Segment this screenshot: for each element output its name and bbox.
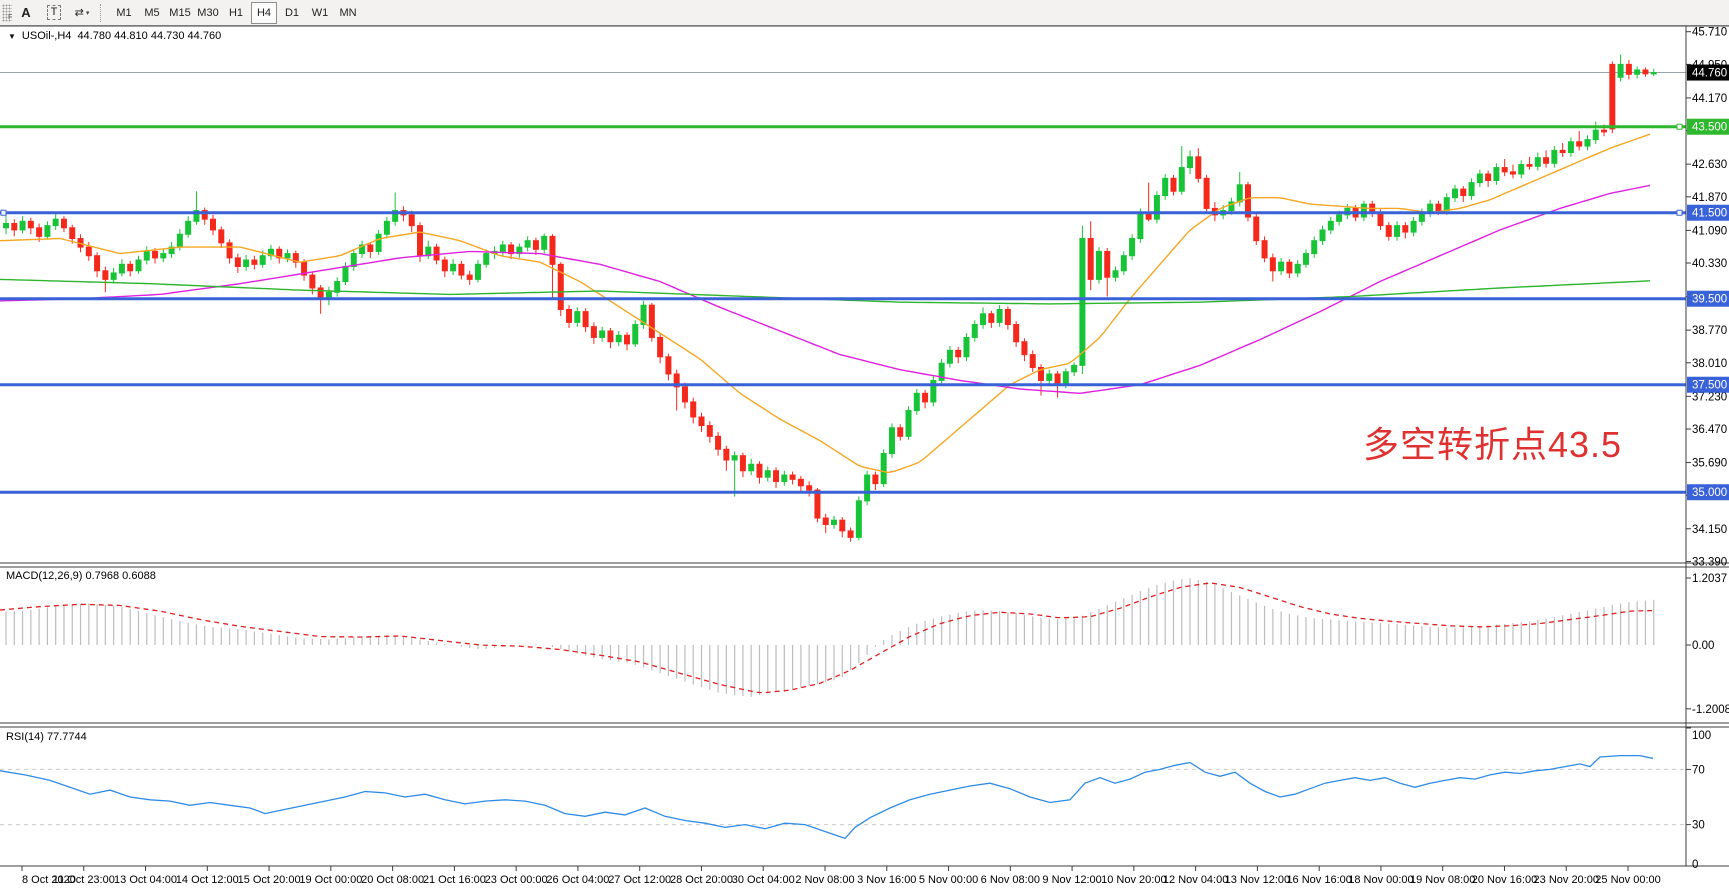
timeframe-button-M30[interactable]: M30 (197, 6, 219, 19)
svg-text:9 Nov 12:00: 9 Nov 12:00 (1042, 874, 1101, 886)
svg-text:2 Nov 08:00: 2 Nov 08:00 (795, 874, 854, 886)
svg-text:11 Oct 23:00: 11 Oct 23:00 (53, 874, 115, 886)
timeframe-button-H4[interactable]: H4 (251, 1, 277, 24)
hline-handle-right[interactable] (1676, 123, 1683, 130)
svg-text:5 Nov 00:00: 5 Nov 00:00 (919, 874, 978, 886)
svg-text:41.090: 41.090 (1692, 225, 1727, 237)
svg-text:44.760: 44.760 (1692, 68, 1727, 80)
candles-layer (3, 54, 1657, 542)
current-price-badge (1687, 64, 1729, 81)
text-label-button[interactable]: A (13, 2, 39, 24)
macd-indicator-label: MACD(12,26,9) 0.7968 0.6088 (6, 570, 156, 582)
svg-text:38.770: 38.770 (1692, 325, 1727, 337)
svg-text:3 Nov 16:00: 3 Nov 16:00 (857, 874, 916, 886)
svg-text:38.010: 38.010 (1692, 358, 1727, 370)
text-annotation[interactable]: 多空转折点43.5 (1363, 424, 1623, 465)
svg-text:19 Nov 08:00: 19 Nov 08:00 (1410, 874, 1475, 886)
ohlc-values: 44.780 44.810 44.730 44.760 (77, 30, 222, 42)
svg-text:100: 100 (1692, 730, 1711, 742)
timeframe-button-M15[interactable]: M15 (169, 6, 191, 19)
svg-text:43.500: 43.500 (1692, 122, 1727, 134)
svg-text:37.500: 37.500 (1692, 380, 1727, 392)
svg-text:-1.2008: -1.2008 (1692, 704, 1729, 716)
svg-text:0.00: 0.00 (1692, 640, 1714, 652)
svg-text:19 Oct 00:00: 19 Oct 00:00 (299, 874, 362, 886)
svg-text:34.150: 34.150 (1692, 524, 1727, 536)
svg-text:45.710: 45.710 (1692, 27, 1727, 39)
svg-text:20 Nov 16:00: 20 Nov 16:00 (1472, 874, 1537, 886)
text-label-icon: A (21, 5, 31, 20)
timeframe-button-M5[interactable]: M5 (144, 6, 160, 19)
hline-handle-right[interactable] (1676, 209, 1683, 216)
chart-title: ▼ USOil-,H4 44.780 44.810 44.730 44.760 (8, 30, 221, 42)
svg-text:18 Nov 00:00: 18 Nov 00:00 (1348, 874, 1413, 886)
svg-text:15 Oct 20:00: 15 Oct 20:00 (238, 874, 301, 886)
arrows-icon: ⇄ (74, 7, 84, 19)
timeframe-button-MN[interactable]: MN (339, 6, 357, 19)
svg-text:36.470: 36.470 (1692, 424, 1727, 436)
chevron-down-icon: ▾ (85, 9, 90, 17)
svg-text:33.390: 33.390 (1692, 556, 1727, 568)
svg-text:35.000: 35.000 (1692, 487, 1727, 499)
svg-text:25 Nov 00:00: 25 Nov 00:00 (1595, 874, 1660, 886)
timeframe-button-H1[interactable]: H1 (228, 6, 244, 19)
timeframe-button-M1[interactable]: M1 (116, 6, 132, 19)
svg-text:42.630: 42.630 (1692, 159, 1727, 171)
timeframe-group: M1 M5 M15 M30 H1 H4 D1 W1 MN (110, 1, 362, 24)
svg-text:0: 0 (1692, 859, 1698, 871)
svg-text:30 Oct 04:00: 30 Oct 04:00 (732, 874, 795, 886)
svg-text:23 Oct 00:00: 23 Oct 00:00 (485, 874, 548, 886)
svg-text:21 Oct 16:00: 21 Oct 16:00 (423, 874, 486, 886)
rsi-line (0, 754, 1654, 840)
svg-text:23 Nov 20:00: 23 Nov 20:00 (1534, 874, 1599, 886)
symbol-period-label: USOil-,H4 (21, 30, 72, 42)
timeframe-button-W1[interactable]: W1 (311, 6, 329, 19)
crosshair-grid-icon: F (8, 14, 13, 21)
svg-text:30: 30 (1692, 820, 1705, 832)
svg-text:10 Nov 20:00: 10 Nov 20:00 (1101, 874, 1166, 886)
svg-text:40.330: 40.330 (1692, 258, 1727, 270)
svg-text:8 Oct 2020: 8 Oct 2020 (22, 874, 76, 886)
rsi-indicator-label: RSI(14) 77.7744 (6, 731, 87, 743)
arrows-tool-button[interactable]: ⇄ ▾ (69, 2, 95, 24)
svg-text:70: 70 (1692, 764, 1705, 776)
svg-text:37.230: 37.230 (1692, 391, 1727, 403)
ma-mid-magenta (0, 184, 1651, 395)
svg-text:20 Oct 08:00: 20 Oct 08:00 (361, 874, 424, 886)
ma-fast-orange (0, 133, 1651, 474)
toolbar-separator (100, 3, 106, 22)
svg-text:1.2037: 1.2037 (1692, 573, 1727, 585)
svg-text:28 Oct 20:00: 28 Oct 20:00 (670, 874, 733, 886)
svg-text:13 Oct 04:00: 13 Oct 04:00 (114, 874, 177, 886)
svg-text:14 Oct 12:00: 14 Oct 12:00 (176, 874, 239, 886)
svg-text:41.500: 41.500 (1692, 208, 1727, 220)
svg-text:41.870: 41.870 (1692, 192, 1727, 204)
text-tool-button[interactable]: T (41, 2, 67, 24)
svg-text:13 Nov 12:00: 13 Nov 12:00 (1225, 874, 1290, 886)
text-tool-icon: T (46, 5, 62, 20)
timeframe-button-D1[interactable]: D1 (284, 6, 300, 19)
svg-text:6 Nov 08:00: 6 Nov 08:00 (981, 874, 1040, 886)
toolbar-drag-handle[interactable] (2, 3, 12, 22)
svg-text:26 Oct 04:00: 26 Oct 04:00 (546, 874, 609, 886)
pane-borders (0, 25, 1729, 867)
symbol-dropdown-icon[interactable]: ▼ (8, 31, 16, 41)
svg-text:44.170: 44.170 (1692, 93, 1727, 105)
hline-handle-left[interactable] (0, 209, 7, 216)
svg-text:35.690: 35.690 (1692, 458, 1727, 470)
price-badges: 43.500 41.500 39.500 37.500 35.000 44.760 (1687, 64, 1729, 501)
macd-pane: 1.2037 0.00 -1.2008 (0, 573, 1729, 716)
svg-text:27 Oct 12:00: 27 Oct 12:00 (608, 874, 671, 886)
svg-text:12 Nov 04:00: 12 Nov 04:00 (1163, 874, 1228, 886)
rsi-pane: 100 70 30 0 (0, 727, 1711, 871)
svg-text:39.500: 39.500 (1692, 294, 1727, 306)
svg-text:16 Nov 16:00: 16 Nov 16:00 (1286, 874, 1351, 886)
